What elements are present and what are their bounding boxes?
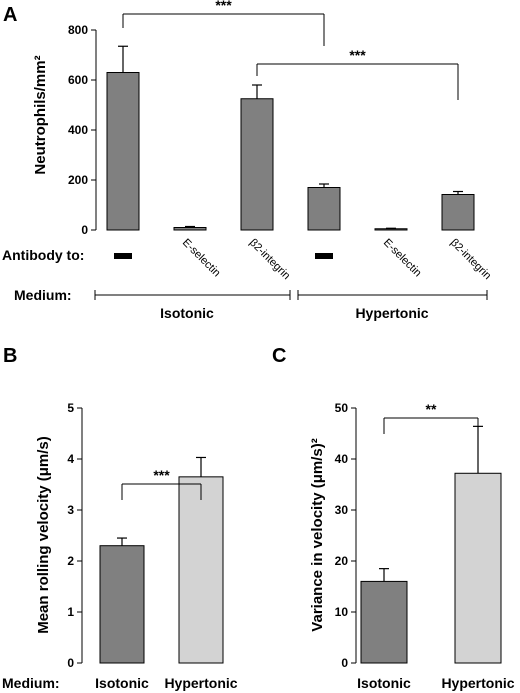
- a-bar: [240, 98, 274, 231]
- c-y-tick-label: 40: [335, 452, 349, 466]
- medium-row-label-a: Medium:: [14, 287, 72, 303]
- c-bar: [360, 580, 408, 664]
- b-category-label: Isotonic: [95, 675, 149, 691]
- b-y-tick-label: 4: [67, 452, 74, 466]
- panel-b: B Mean rolling velocity (μm/s) 0 1 2 3 4 5 Is…: [2, 345, 238, 691]
- panel-c-category-labels: Isotonic Hypertonic: [357, 675, 515, 691]
- a-y-tick-label: 400: [68, 123, 88, 137]
- a-category-label: E-selectin: [180, 237, 223, 280]
- group-label-hypertonic: Hypertonic: [355, 305, 428, 321]
- c-category-label: Hypertonic: [441, 675, 514, 691]
- a-y-tick-label: 200: [68, 173, 88, 187]
- c-y-tick-label: 10: [335, 605, 349, 619]
- panel-b-ylabel: Mean rolling velocity (μm/s): [35, 436, 52, 634]
- group-brackets: Isotonic Hypertonic: [94, 290, 488, 321]
- group-label-isotonic: Isotonic: [160, 305, 214, 321]
- panel-b-bars: [99, 456, 224, 664]
- b-y-tick-label: 1: [67, 605, 74, 619]
- panel-a-y-axis: 0 200 400 600 800: [68, 23, 97, 237]
- b-y-tick-label: 0: [67, 656, 74, 670]
- c-significance-label: **: [426, 401, 437, 417]
- panel-c-ylabel: Variance in velocity (μm/s)²: [309, 438, 326, 631]
- b-y-tick-label: 3: [67, 503, 74, 517]
- panel-a-ylabel: Neutrophils/mm²: [32, 55, 49, 174]
- a-bar: [106, 72, 140, 231]
- c-bar: [454, 472, 502, 664]
- panel-b-category-labels: Isotonic Hypertonic: [95, 675, 238, 691]
- panel-a-bars: [106, 45, 475, 231]
- c-y-tick-label: 20: [335, 554, 349, 568]
- panel-c-significance: **: [383, 401, 479, 434]
- b-significance-label: ***: [153, 467, 170, 483]
- panel-a-letter: A: [3, 4, 17, 26]
- a-y-tick-label: 0: [81, 223, 88, 237]
- panel-a-category-labels: E-selectin β2-integrin E-selectin β2-integr…: [114, 237, 493, 282]
- c-category-label: Isotonic: [357, 675, 411, 691]
- antibody-row-label: Antibody to:: [2, 247, 84, 263]
- a-bar: [374, 228, 408, 231]
- a-y-tick-label: 600: [68, 73, 88, 87]
- panel-c: C Variance in velocity (μm/s)² 0 10 20 30 40…: [272, 345, 515, 691]
- c-y-tick-label: 50: [335, 401, 349, 415]
- panel-a-significance: *** ***: [122, 0, 459, 100]
- panel-b-y-axis: 0 1 2 3 4 5: [67, 401, 83, 670]
- panel-c-bars: [360, 425, 502, 664]
- b-y-tick-label: 2: [67, 554, 74, 568]
- c-y-tick-label: 30: [335, 503, 349, 517]
- panel-a: A Neutrophils/mm² 0 200 400 600 800 E-select…: [2, 0, 493, 321]
- a-category-label: E-selectin: [381, 237, 424, 280]
- panel-c-y-axis: 0 10 20 30 40 50: [335, 401, 357, 670]
- panel-c-letter: C: [272, 345, 286, 367]
- b-y-tick-label: 5: [67, 401, 74, 415]
- b-bar: [178, 476, 224, 664]
- b-category-label: Hypertonic: [164, 675, 237, 691]
- panel-b-significance: ***: [121, 467, 202, 500]
- a-y-tick-label: 800: [68, 23, 88, 37]
- panel-b-letter: B: [3, 345, 17, 367]
- b-bar: [99, 545, 145, 664]
- a-bar: [307, 187, 341, 231]
- c-y-tick-label: 0: [341, 656, 348, 670]
- a-significance-label: ***: [215, 0, 232, 13]
- a-category-label: β2-integrin: [247, 237, 292, 282]
- a-significance-label: ***: [349, 47, 366, 63]
- a-none-mark: [114, 253, 132, 259]
- a-bar: [441, 194, 475, 231]
- a-none-mark: [315, 253, 333, 259]
- a-bar: [173, 227, 207, 231]
- medium-row-label-b: Medium:: [2, 675, 60, 691]
- a-category-label: β2-integrin: [448, 237, 493, 282]
